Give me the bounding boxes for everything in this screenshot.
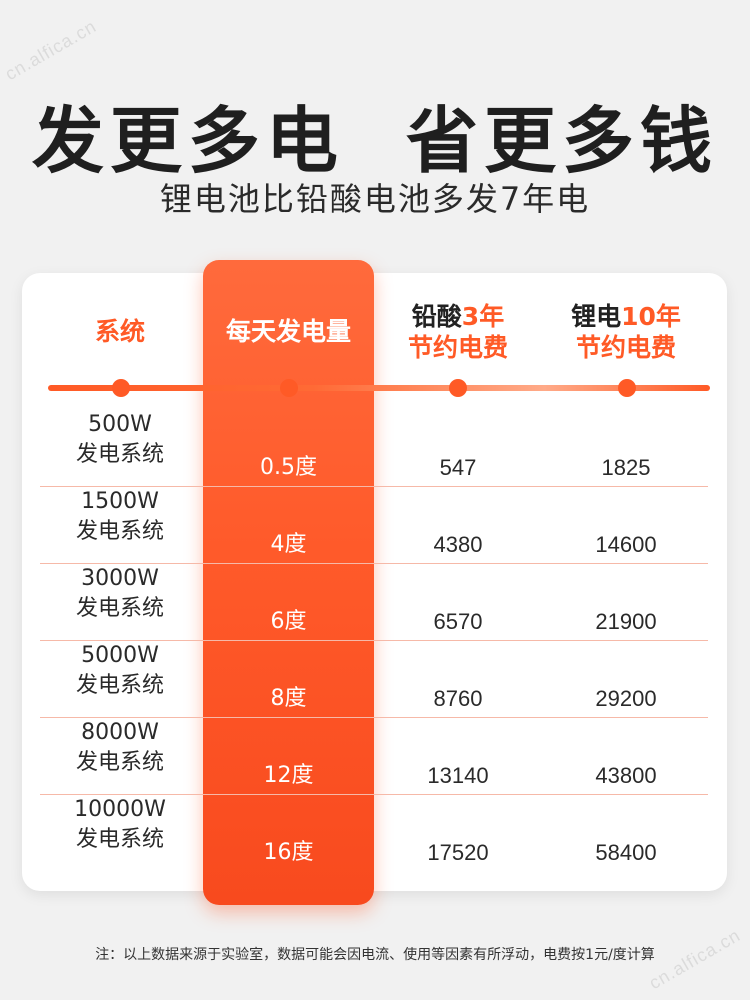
lithium-savings-cell: 43800: [595, 763, 657, 788]
headline: 发更多电 省更多钱: [31, 99, 719, 183]
row-divider: [40, 563, 708, 564]
system-cell: 500W 发电系统: [40, 410, 200, 470]
lead-acid-savings-cell: 6570: [433, 609, 483, 634]
header-timeline: [48, 385, 710, 391]
lithium-savings-cell: 21900: [595, 609, 657, 634]
row-divider: [40, 717, 708, 718]
table-row: 8000W 发电系统 12度 13140 43800: [40, 718, 708, 795]
timeline-dot: [280, 379, 298, 397]
table-row: 3000W 发电系统 6度 6570 21900: [40, 564, 708, 641]
lithium-savings-cell: 29200: [595, 686, 657, 711]
system-power: 5000W: [81, 643, 159, 668]
header-lead-years: 3年: [461, 302, 505, 331]
system-type: 发电系统: [75, 519, 164, 544]
table-row: 10000W 发电系统 16度 17520 58400: [40, 795, 708, 872]
header-li-suffix: 节约电费: [575, 333, 676, 362]
timeline-dot: [449, 379, 467, 397]
daily-output-cell: 8度: [270, 686, 307, 711]
system-type: 发电系统: [75, 827, 164, 852]
system-power: 10000W: [74, 797, 166, 822]
row-divider: [40, 640, 708, 641]
lithium-savings-cell: 58400: [595, 840, 657, 865]
daily-output-cell: 16度: [263, 840, 314, 865]
timeline-dot: [618, 379, 636, 397]
system-cell: 5000W 发电系统: [40, 641, 200, 701]
footnote: 注：以上数据来源于实验室，数据可能会因电流、使用等因素有所浮动，电费按1元/度计…: [95, 947, 655, 963]
system-cell: 3000W 发电系统: [40, 564, 200, 624]
system-power: 3000W: [81, 566, 159, 591]
header-system: 系统: [94, 317, 145, 346]
system-type: 发电系统: [75, 596, 164, 621]
system-cell: 8000W 发电系统: [40, 718, 200, 778]
header-daily-output: 每天发电量: [225, 317, 351, 346]
system-power: 8000W: [81, 720, 159, 745]
header-li-years: 10年: [621, 302, 681, 331]
lead-acid-savings-cell: 4380: [433, 532, 483, 557]
daily-output-cell: 6度: [270, 609, 307, 634]
comparison-table-card: [22, 273, 727, 891]
system-power: 500W: [88, 412, 152, 437]
lithium-savings-cell: 1825: [601, 455, 651, 480]
table-row: 1500W 发电系统 4度 4380 14600: [40, 487, 708, 564]
system-power: 1500W: [81, 489, 159, 514]
daily-output-cell: 12度: [263, 763, 314, 788]
header-lead-acid-savings: 铅酸3年 节约电费: [376, 301, 540, 363]
lead-acid-savings-cell: 8760: [433, 686, 483, 711]
lead-acid-savings-cell: 13140: [427, 763, 489, 788]
daily-output-highlight-column: [203, 260, 374, 905]
table-row: 500W 发电系统 0.5度 547 1825: [40, 410, 708, 487]
system-type: 发电系统: [75, 442, 164, 467]
timeline-dot: [112, 379, 130, 397]
header-lithium-savings: 锂电10年 节约电费: [542, 301, 710, 363]
header-lead-prefix: 铅酸: [411, 302, 462, 331]
row-divider: [40, 794, 708, 795]
system-cell: 1500W 发电系统: [40, 487, 200, 547]
system-type: 发电系统: [75, 673, 164, 698]
row-divider: [40, 486, 708, 487]
daily-output-cell: 0.5度: [260, 455, 317, 480]
lead-acid-savings-cell: 17520: [427, 840, 489, 865]
watermark: cn.alfica.cn: [1, 15, 100, 85]
daily-output-cell: 4度: [270, 532, 307, 557]
lithium-savings-cell: 14600: [595, 532, 657, 557]
lead-acid-savings-cell: 547: [439, 455, 477, 480]
table-row: 5000W 发电系统 8度 8760 29200: [40, 641, 708, 718]
system-type: 发电系统: [75, 750, 164, 775]
subheadline: 锂电池比铅酸电池多发7年电: [159, 180, 591, 218]
system-cell: 10000W 发电系统: [40, 795, 200, 855]
header-li-prefix: 锂电: [571, 302, 622, 331]
header-lead-suffix: 节约电费: [407, 333, 508, 362]
